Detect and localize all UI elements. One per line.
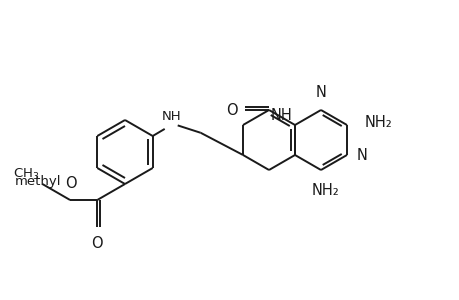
- Text: N: N: [315, 85, 326, 100]
- Text: O: O: [226, 103, 237, 118]
- Text: N: N: [356, 148, 367, 163]
- Text: NH₂: NH₂: [311, 183, 339, 198]
- Text: O: O: [65, 176, 77, 191]
- Text: NH₂: NH₂: [364, 115, 392, 130]
- Text: O: O: [91, 236, 103, 251]
- Text: NH: NH: [162, 110, 181, 123]
- Text: NH: NH: [270, 107, 291, 122]
- Text: methyl: methyl: [15, 176, 62, 188]
- Text: $\mathregular{CH_3}$: $\mathregular{CH_3}$: [13, 167, 39, 182]
